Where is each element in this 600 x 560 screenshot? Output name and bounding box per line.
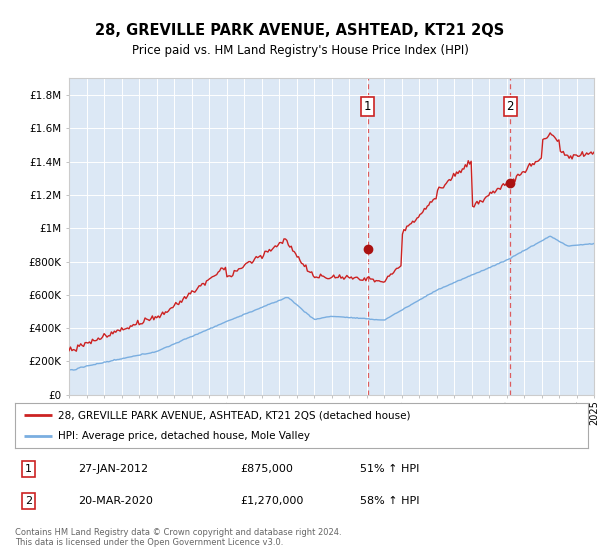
Text: 51% ↑ HPI: 51% ↑ HPI bbox=[360, 464, 419, 474]
Text: HPI: Average price, detached house, Mole Valley: HPI: Average price, detached house, Mole… bbox=[58, 431, 310, 441]
Text: 1: 1 bbox=[25, 464, 32, 474]
Text: 2: 2 bbox=[25, 496, 32, 506]
Text: £875,000: £875,000 bbox=[240, 464, 293, 474]
Text: 2: 2 bbox=[506, 100, 514, 113]
Text: Price paid vs. HM Land Registry's House Price Index (HPI): Price paid vs. HM Land Registry's House … bbox=[131, 44, 469, 57]
Text: 58% ↑ HPI: 58% ↑ HPI bbox=[360, 496, 419, 506]
Text: £1,270,000: £1,270,000 bbox=[240, 496, 304, 506]
Text: Contains HM Land Registry data © Crown copyright and database right 2024.
This d: Contains HM Land Registry data © Crown c… bbox=[15, 528, 341, 547]
Text: 1: 1 bbox=[364, 100, 371, 113]
Text: 20-MAR-2020: 20-MAR-2020 bbox=[78, 496, 153, 506]
Text: 28, GREVILLE PARK AVENUE, ASHTEAD, KT21 2QS (detached house): 28, GREVILLE PARK AVENUE, ASHTEAD, KT21 … bbox=[58, 410, 410, 421]
Text: 28, GREVILLE PARK AVENUE, ASHTEAD, KT21 2QS: 28, GREVILLE PARK AVENUE, ASHTEAD, KT21 … bbox=[95, 24, 505, 38]
Text: 27-JAN-2012: 27-JAN-2012 bbox=[78, 464, 148, 474]
